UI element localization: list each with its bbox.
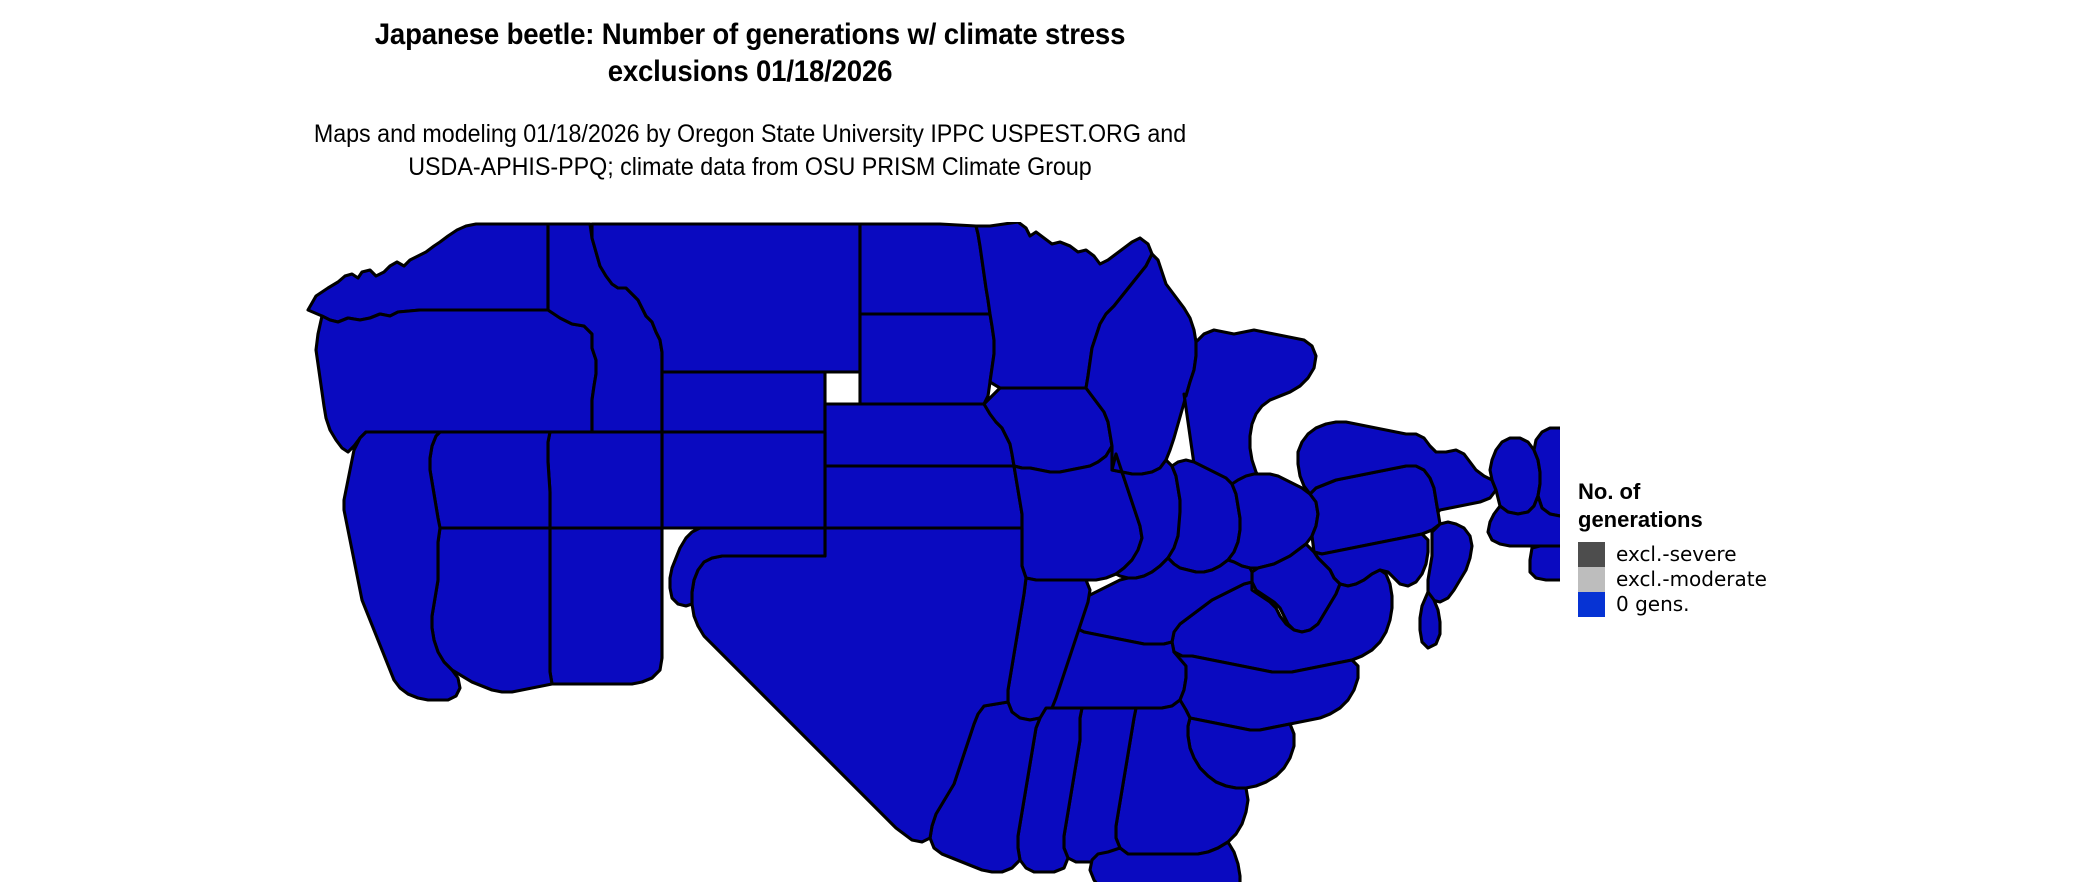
- subtitle-line-2: USDA-APHIS-PPQ; climate data from OSU PR…: [408, 153, 1092, 181]
- legend-title-line-1: No. of: [1578, 479, 1641, 504]
- state-new-jersey: [1426, 520, 1474, 604]
- state-north-dakota: [858, 222, 992, 316]
- state-nebraska: [823, 402, 1016, 468]
- state-new-mexico: [548, 526, 664, 686]
- legend-swatch-0-gens: [1578, 592, 1605, 617]
- state-nevada: [428, 430, 552, 530]
- legend-swatch-excl-severe: [1578, 542, 1605, 567]
- us-states-map-svg: [306, 222, 1560, 882]
- legend-label-excl-severe: excl.-severe: [1616, 542, 1737, 566]
- state-montana: [590, 222, 862, 374]
- state-florida: [1088, 840, 1242, 882]
- state-new-york: [1296, 420, 1498, 514]
- state-kansas: [823, 464, 1024, 530]
- legend-label-0-gens: 0 gens.: [1616, 592, 1690, 616]
- state-connecticut: [1528, 544, 1560, 582]
- choropleth-map: [300, 222, 1560, 882]
- state-massachusetts: [1486, 494, 1560, 548]
- state-south-dakota: [858, 312, 996, 406]
- state-vermont: [1488, 436, 1542, 516]
- state-california: [342, 430, 462, 702]
- states-group: [306, 222, 1560, 882]
- state-oklahoma: [668, 526, 827, 608]
- state-utah: [546, 430, 664, 530]
- title-line-2: exclusions 01/18/2026: [607, 55, 893, 88]
- legend-swatch-excl-moderate: [1578, 567, 1605, 592]
- legend-item-excl-moderate[interactable]: excl.-moderate: [1578, 567, 1918, 592]
- title-line-1: Japanese beetle: Number of generations w…: [374, 18, 1126, 51]
- legend-label-excl-moderate: excl.-moderate: [1616, 567, 1767, 591]
- subtitle-line-1: Maps and modeling 01/18/2026 by Oregon S…: [313, 120, 1187, 148]
- legend: No. of generations excl.-severe excl.-mo…: [1578, 478, 1918, 617]
- state-washington: [306, 222, 550, 324]
- state-delaware: [1418, 590, 1442, 650]
- legend-item-excl-severe[interactable]: excl.-severe: [1578, 542, 1918, 567]
- legend-item-0-gens[interactable]: 0 gens.: [1578, 592, 1918, 617]
- legend-title-line-2: generations: [1578, 507, 1703, 532]
- page-title: Japanese beetle: Number of generations w…: [0, 16, 1500, 90]
- legend-title: No. of generations: [1578, 478, 1758, 534]
- page-subtitle: Maps and modeling 01/18/2026 by Oregon S…: [0, 118, 1500, 184]
- state-colorado: [660, 430, 827, 530]
